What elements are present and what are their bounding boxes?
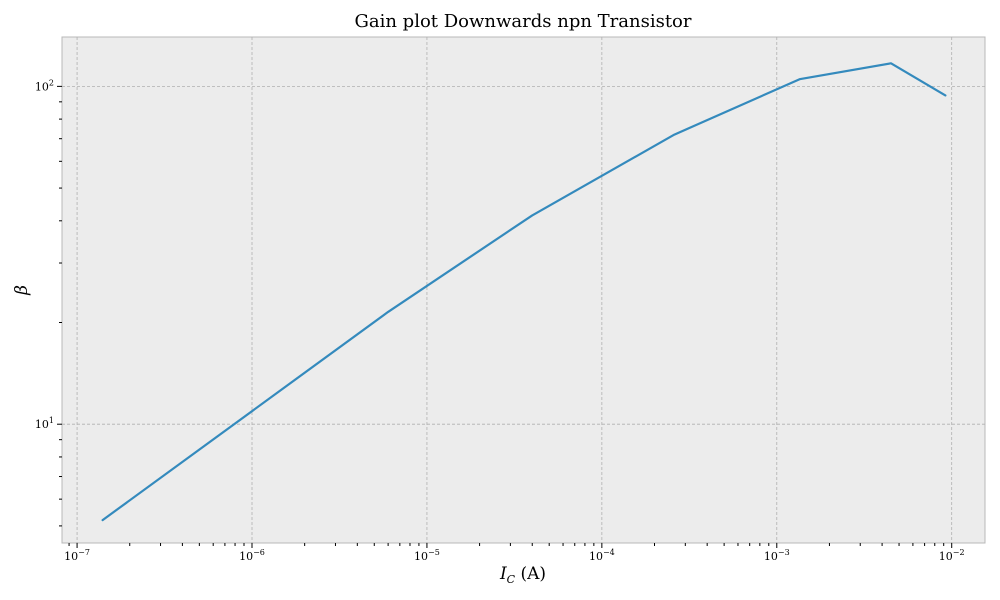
y-tick-exponent: 2 [49,78,54,87]
x-tick-base: 10 [939,550,953,563]
x-tick-base: 10 [414,550,428,563]
series-layer [101,62,947,522]
x-tick-exponent: −3 [778,548,790,557]
minor-tick-layer [59,101,945,546]
y-tick-exponent: 1 [49,416,54,425]
x-axis-label: IC (A) [499,564,546,586]
y-axis-label: β [12,285,32,296]
x-tick-exponent: −2 [953,548,965,557]
x-tick-label: 10−7 [64,548,90,563]
y-tick-base: 10 [35,80,49,93]
x-tick-base: 10 [239,550,253,563]
y-tick-label: 102 [35,78,54,93]
x-tick-exponent: −7 [78,548,90,557]
chart-title: Gain plot Downwards npn Transistor [354,11,691,32]
x-tick-exponent: −6 [253,548,265,557]
y-tick-label: 101 [35,416,54,431]
x-tick-label: 10−3 [764,548,790,563]
x-tick-label: 10−2 [939,548,965,563]
x-tick-exponent: −4 [603,548,615,557]
x-tick-label: 10−4 [589,548,615,563]
y-tick-base: 10 [35,418,49,431]
plot-area [61,36,986,544]
x-axis-label-unit: (A) [515,564,546,584]
x-tick-label: 10−6 [239,548,265,563]
x-tick-label: 10−5 [414,548,440,563]
x-axis-label-sub: C [507,573,516,586]
series-line [101,62,947,522]
grid-layer [62,37,985,543]
x-axis-label-symbol: I [499,564,507,584]
x-tick-base: 10 [64,550,78,563]
x-tick-base: 10 [764,550,778,563]
x-tick-exponent: −5 [428,548,440,557]
x-tick-base: 10 [589,550,603,563]
